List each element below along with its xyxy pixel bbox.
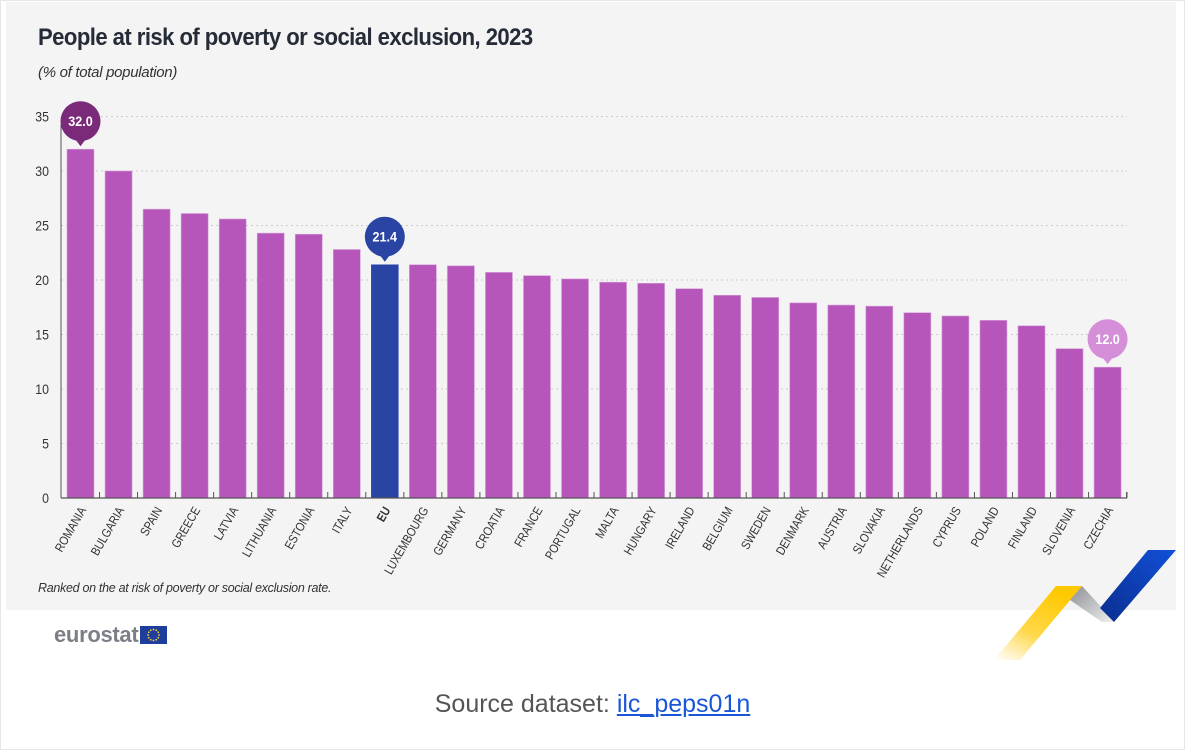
- flag-star: [155, 629, 158, 632]
- bar-sweden: [751, 297, 780, 499]
- x-tick-label: CROATIA: [472, 504, 507, 551]
- y-tick-label: 5: [42, 436, 49, 452]
- bar-denmark: [789, 302, 818, 499]
- bar-austria: [827, 304, 856, 499]
- flag-star: [153, 639, 155, 642]
- bar-greece: [180, 213, 209, 499]
- chart-footnote: Ranked on the at risk of poverty or soci…: [38, 581, 332, 595]
- bar-france: [523, 275, 551, 499]
- bar-slovakia: [865, 305, 894, 499]
- x-tick-label: GREECE: [169, 504, 204, 550]
- bar-bulgaria: [104, 170, 133, 499]
- bar-portugal: [561, 278, 589, 499]
- bar-spain: [142, 208, 171, 499]
- y-tick-label: 15: [35, 327, 49, 343]
- bar-czechia: [1093, 366, 1122, 499]
- bar-lithuania: [256, 232, 285, 499]
- x-tick-label: AUSTRIA: [815, 504, 850, 551]
- flag-star: [148, 631, 151, 634]
- x-tick-label: HUNGARY: [621, 504, 660, 557]
- y-tick-label: 10: [35, 381, 49, 397]
- x-tick-label: SLOVAKIA: [850, 504, 888, 556]
- bar-croatia: [485, 272, 513, 499]
- flag-star: [158, 634, 161, 636]
- bar-malta: [599, 281, 627, 499]
- x-tick-label: LATVIA: [211, 504, 241, 542]
- x-tick-label: PORTUGAL: [543, 504, 584, 562]
- bar-finland: [1017, 325, 1046, 499]
- flag-star: [150, 629, 153, 632]
- y-tick-label: 35: [35, 109, 49, 125]
- flag-star: [155, 638, 158, 641]
- y-tick-label: 0: [42, 490, 49, 506]
- x-tick-label: BULGARIA: [88, 504, 127, 558]
- x-tick-label: SPAIN: [138, 505, 166, 539]
- x-tick-label: EU: [374, 505, 394, 525]
- x-tick-label: DENMARK: [773, 504, 812, 557]
- flag-star: [148, 636, 151, 639]
- value-bubble-min: [1087, 319, 1128, 360]
- value-label: 21.4: [373, 229, 398, 245]
- bar-luxembourg: [409, 264, 437, 499]
- bar-romania: [66, 148, 95, 499]
- bar-chart: 0 5 10 15 20 25 30 35 ROMANIA BULGARIA SPAIN GREECE…: [35, 101, 1128, 580]
- bar-ireland: [675, 288, 703, 499]
- x-tick-label: GERMANY: [431, 504, 470, 558]
- x-tick-label: LITHUANIA: [240, 504, 280, 559]
- x-tick-label: ROMANIA: [52, 504, 89, 554]
- source-dataset-link[interactable]: ilc_peps01n: [616, 690, 751, 718]
- x-tick-label: MALTA: [593, 504, 622, 541]
- value-label: 32.0: [68, 114, 92, 130]
- logo-text: eurostat: [54, 622, 139, 647]
- bar-netherlands: [903, 312, 932, 499]
- y-tick-label: 20: [35, 272, 49, 288]
- source-label: Source dataset:: [434, 690, 610, 718]
- decorative-ribbon-icon: [994, 550, 1176, 660]
- flag-star: [153, 628, 155, 631]
- flag-star: [147, 634, 150, 636]
- x-tick-label: IRELAND: [663, 505, 698, 552]
- y-tick-label: 25: [35, 218, 49, 234]
- bar-hungary: [637, 282, 665, 499]
- y-tick-label: 30: [35, 163, 49, 179]
- value-bubble-eu: [364, 216, 405, 257]
- bar-cyprus: [941, 315, 970, 499]
- x-tick-label: ESTONIA: [282, 504, 317, 551]
- x-tick-label: BELGIUM: [700, 505, 736, 553]
- bar-estonia: [294, 233, 323, 499]
- flag-star: [157, 636, 160, 639]
- chart-subtitle: (% of total population): [38, 64, 178, 81]
- bar-belgium: [713, 294, 741, 499]
- x-tick-label: SWEDEN: [739, 505, 774, 552]
- bar-eu: [371, 264, 399, 499]
- x-tick-label: CYPRUS: [930, 504, 964, 550]
- x-tick-label: FRANCE: [512, 504, 546, 549]
- chart-title: People at risk of poverty or social excl…: [38, 24, 533, 51]
- flag-star: [157, 631, 160, 634]
- bar-italy: [332, 249, 361, 499]
- eurostat-logo: eurostat: [54, 622, 168, 648]
- x-tick-label: ITALY: [329, 504, 355, 535]
- source-line: Source dataset: ilc_peps01n: [0, 690, 1185, 719]
- eu-flag-icon: [140, 626, 168, 644]
- bar-slovenia: [1055, 348, 1084, 499]
- flag-star: [150, 638, 153, 641]
- value-bubble-max: [60, 101, 101, 142]
- bar-poland: [979, 320, 1008, 499]
- bar-germany: [447, 265, 475, 499]
- value-label: 12.0: [1095, 332, 1119, 348]
- bar-latvia: [218, 218, 247, 499]
